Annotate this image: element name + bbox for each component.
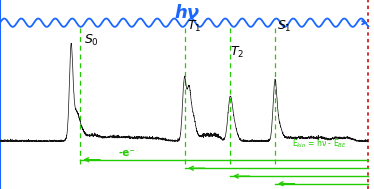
- Text: $T_2$: $T_2$: [230, 45, 244, 60]
- Text: $S_0$: $S_0$: [84, 33, 99, 48]
- Text: -e⁻: -e⁻: [119, 148, 136, 158]
- Text: hν: hν: [174, 4, 200, 22]
- Text: $T_1$: $T_1$: [187, 19, 201, 34]
- Text: $S_1$: $S_1$: [277, 19, 291, 34]
- Text: E$_{kin}$ = hν - E$_{BE}$: E$_{kin}$ = hν - E$_{BE}$: [292, 137, 347, 150]
